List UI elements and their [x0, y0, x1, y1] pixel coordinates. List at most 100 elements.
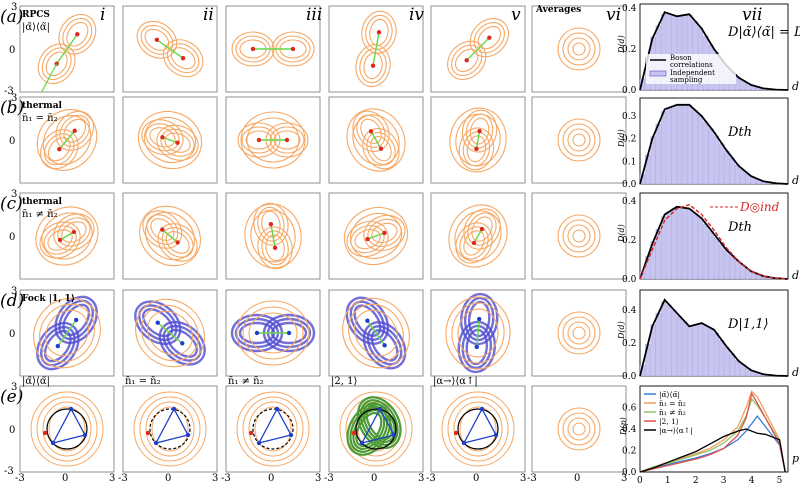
- tail-vector: [40, 63, 58, 92]
- separation-vector: [57, 319, 77, 347]
- phase-space-panel: [328, 96, 424, 184]
- distribution-label: Dth: [727, 220, 752, 235]
- x-axis-label: d: [792, 174, 799, 187]
- column-label: iii: [306, 5, 322, 25]
- phase-space-panel: [122, 192, 218, 280]
- histogram-bar: [655, 229, 661, 280]
- legend-label: |2, 1⟩: [659, 417, 679, 426]
- contour-line: [455, 113, 501, 167]
- triangle: [462, 407, 497, 444]
- phase-space-panel: [19, 96, 115, 184]
- histogram-bar: [734, 260, 741, 280]
- y-tick-label: 0.2: [622, 45, 636, 55]
- histogram-bar: [708, 328, 714, 377]
- fock-contour: [346, 403, 392, 456]
- legend-label: Boson: [670, 54, 692, 62]
- histogram-bar: [671, 310, 677, 377]
- endpoint-dot: [382, 343, 387, 348]
- panel-frame: [328, 385, 424, 473]
- contour-group: [237, 111, 309, 169]
- x-axis-label: d: [792, 80, 799, 93]
- contour-line: [45, 309, 89, 357]
- histogram-bar: [671, 105, 677, 185]
- histogram-bar: [697, 217, 704, 280]
- x-tick-label: 3: [520, 473, 526, 484]
- y-tick-label: 0: [9, 232, 15, 243]
- phase-space-panel: [531, 289, 627, 377]
- phase-space-panel: [225, 96, 321, 184]
- y-tick-label: 0.0: [622, 275, 637, 285]
- column-label: i: [100, 5, 105, 25]
- triangle: [154, 407, 189, 444]
- contour-line: [448, 204, 508, 268]
- phase-space-panel: [531, 5, 627, 93]
- series-line: [639, 391, 786, 473]
- row-label: (d): [0, 291, 24, 311]
- contour-group: [33, 295, 101, 371]
- separation-vector: [473, 228, 483, 244]
- contour-line: [246, 117, 300, 163]
- contour-line: [567, 128, 591, 152]
- endpoint-dot: [175, 140, 180, 145]
- panel-frame: [531, 192, 627, 280]
- phase-space-panel: [122, 96, 218, 184]
- contour-line: [250, 209, 296, 263]
- histogram-bar: [724, 347, 730, 377]
- endpoint-dot: [284, 137, 290, 143]
- x-tick-label: -3: [527, 473, 537, 484]
- contour-line: [30, 391, 104, 467]
- histogram-bar: [666, 107, 672, 185]
- contour-group: [557, 214, 601, 258]
- y-tick-label: 0.1: [622, 157, 636, 167]
- contour-line: [240, 111, 306, 169]
- contour-line: [248, 312, 298, 354]
- red-dot: [42, 430, 48, 436]
- contour-line: [557, 118, 601, 162]
- row-title: RPCS: [22, 10, 50, 20]
- contour-line: [33, 297, 101, 369]
- x-tick-label: 0: [574, 473, 580, 484]
- endpoint-dot: [160, 135, 165, 140]
- contour-line: [557, 311, 601, 355]
- histogram-bar: [692, 213, 698, 280]
- contour-group: [355, 10, 397, 88]
- histogram-bar: [676, 104, 682, 185]
- contour-line: [567, 37, 591, 61]
- phase-space-panel: [531, 96, 627, 184]
- histogram-bar: [708, 128, 714, 185]
- separation-vector: [372, 32, 380, 66]
- contour-line: [457, 308, 499, 358]
- histogram-bar: [671, 208, 677, 280]
- histogram-bar: [697, 323, 704, 377]
- contour-group: [244, 202, 302, 270]
- contour-line: [454, 210, 502, 262]
- phase-space-panel: [225, 5, 321, 93]
- y-tick-label: 3: [11, 382, 17, 393]
- contour-group: [139, 205, 201, 267]
- phase-space-panel: [19, 385, 115, 473]
- y-axis-label: D(d): [617, 224, 626, 243]
- panel-title: n̄₁ = n̄₂: [125, 376, 161, 387]
- panel-frame: [122, 385, 218, 473]
- x-tick-label: 0: [165, 473, 171, 484]
- row-label: (c): [0, 194, 23, 214]
- histogram-bar: [682, 104, 688, 185]
- histogram-bar: [703, 223, 709, 280]
- phase-space-panel: [225, 385, 321, 473]
- x-tick-label: 1: [665, 476, 671, 485]
- y-axis-label: D(d): [617, 321, 626, 340]
- legend-box: [646, 54, 736, 84]
- y-tick-label: 0.2: [622, 339, 636, 349]
- y-tick-label: 0: [9, 329, 15, 340]
- contour-group: [230, 300, 316, 366]
- contour-line: [135, 298, 205, 368]
- endpoint-dot: [474, 146, 479, 152]
- y-axis-label: D(p): [619, 417, 628, 436]
- contour-line: [41, 212, 93, 260]
- x-tick-label: 3: [109, 473, 115, 484]
- endpoint-dot: [370, 63, 376, 68]
- separation-vector: [475, 131, 481, 149]
- endpoint-dot: [487, 35, 492, 40]
- separation-vector: [157, 322, 183, 344]
- phase-space-panel: [122, 289, 218, 377]
